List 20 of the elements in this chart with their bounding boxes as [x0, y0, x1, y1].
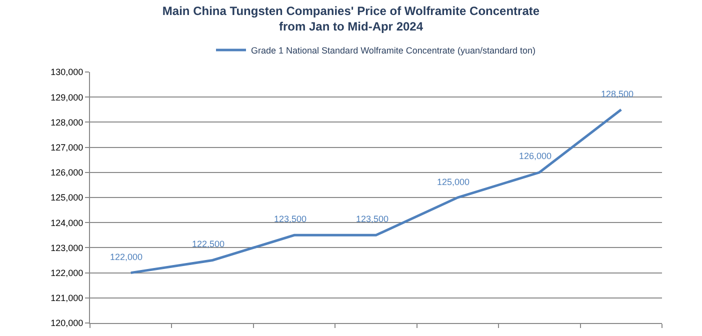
y-tick-label: 122,000	[50, 268, 84, 278]
y-tick-label: 123,000	[50, 242, 84, 253]
y-tick-label: 127,000	[50, 142, 84, 152]
y-tick-label: 120,000	[50, 318, 84, 328]
y-tick-label: 130,000	[50, 67, 84, 78]
data-label: 123,500	[274, 214, 307, 224]
data-label: 122,000	[110, 252, 143, 262]
chart-title: Main China Tungsten Companies' Price of Wolframite Concentrate from Jan to Mid-Apr 2024	[162, 4, 540, 34]
data-label: 126,000	[519, 151, 552, 161]
data-label: 122,500	[192, 239, 225, 249]
y-tick-label: 121,000	[50, 293, 84, 304]
legend-label: Grade 1 National Standard Wolframite Concentrate (yuan/standard ton)	[251, 45, 536, 56]
data-label: 128,500	[601, 89, 634, 99]
data-label: 125,000	[437, 177, 470, 187]
y-tick-label: 124,000	[50, 218, 84, 228]
y-tick-label: 125,000	[50, 192, 84, 203]
y-tick-label: 126,000	[50, 168, 84, 178]
y-tick-label: 128,000	[50, 117, 84, 128]
data-label: 123,500	[356, 214, 389, 224]
y-tick-label: 129,000	[50, 92, 84, 102]
